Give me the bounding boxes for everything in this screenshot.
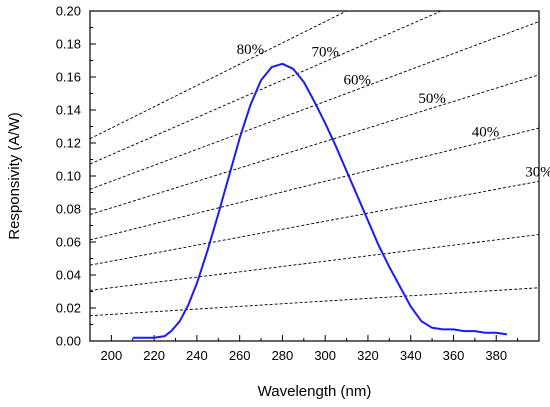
y-tick-label: 0.10 (56, 169, 81, 184)
x-tick-label: 300 (314, 348, 336, 363)
efficiency-line (90, 127, 539, 241)
y-tick-label: 0.20 (56, 4, 81, 19)
y-axis-title: Responsivity (A/W) (6, 112, 23, 240)
x-ticks: 200 220 240 260 280 300 320 340 360 380 (89, 335, 519, 363)
y-tick-label: 0.04 (56, 268, 81, 283)
responsivity-curve (132, 62, 508, 339)
y-tick-label: 0.12 (56, 136, 81, 151)
x-tick-label: 240 (186, 348, 208, 363)
efficiency-label: 40% (472, 124, 500, 140)
x-tick-label: 260 (229, 348, 251, 363)
x-tick-label: 320 (357, 348, 379, 363)
x-tick-label: 280 (272, 348, 294, 363)
y-tick-label: 0.18 (56, 37, 81, 52)
efficiency-line (90, 234, 539, 291)
efficiency-line (90, 11, 348, 140)
efficiency-line (90, 180, 539, 266)
x-tick-label: 340 (400, 348, 422, 363)
efficiency-line (90, 11, 443, 165)
y-tick-label: 0.08 (56, 202, 81, 217)
y-tick-label: 0.00 (56, 334, 81, 349)
y-tick-label: 0.02 (56, 301, 81, 316)
y-tick-label: 0.16 (56, 70, 81, 85)
y-tick-label: 0.06 (56, 235, 81, 250)
efficiency-label: 30% (525, 164, 550, 180)
x-tick-label: 380 (485, 348, 507, 363)
efficiency-line (90, 74, 539, 216)
efficiency-label: 70% (311, 45, 339, 61)
efficiency-label: 60% (344, 72, 372, 88)
efficiency-line (90, 287, 539, 317)
y-tick-label: 0.14 (56, 103, 81, 118)
efficiency-label: 80% (237, 42, 265, 58)
efficiency-reference-lines (90, 11, 539, 317)
plot-frame (89, 10, 540, 342)
x-tick-label: 220 (143, 348, 165, 363)
efficiency-labels: 10%20%30%40%50%60%70%80% (237, 42, 550, 180)
y-ticks: 0.00 0.02 0.04 0.06 0.08 0.10 0.12 0.14 0.16 0.18… (56, 4, 96, 349)
x-tick-label: 360 (443, 348, 465, 363)
x-axis-title: Wavelength (nm) (258, 383, 372, 400)
x-tick-label: 200 (101, 348, 123, 363)
data-series (132, 62, 508, 339)
efficiency-label: 50% (418, 91, 446, 107)
